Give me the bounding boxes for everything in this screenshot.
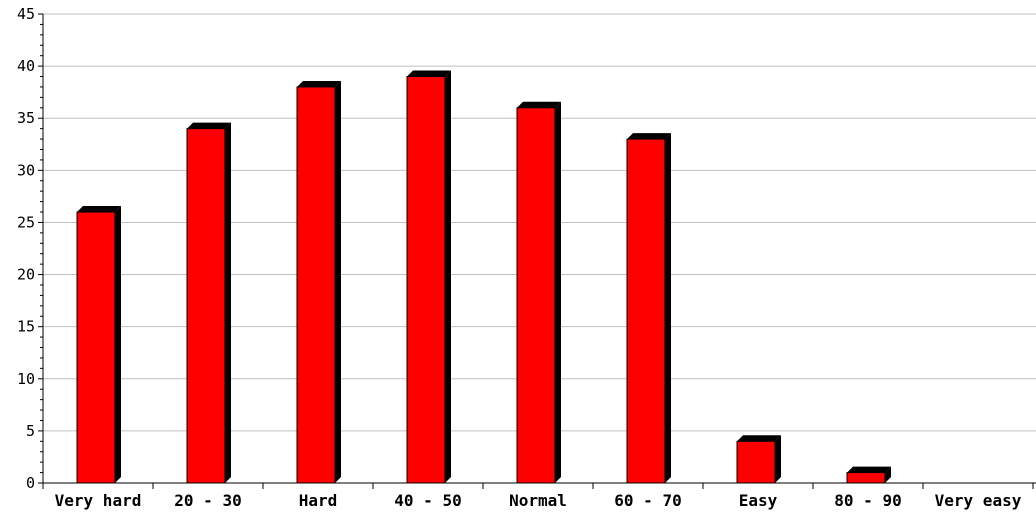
bars bbox=[76, 70, 891, 484]
bar-front bbox=[846, 472, 886, 484]
x-category-label: Very easy bbox=[935, 491, 1022, 510]
bar-side bbox=[885, 466, 891, 483]
x-category-label: 40 - 50 bbox=[394, 491, 461, 510]
x-category-label: 20 - 30 bbox=[174, 491, 241, 510]
bar-side bbox=[115, 206, 121, 483]
axes bbox=[42, 14, 1036, 484]
bar-side bbox=[665, 133, 671, 484]
bar-top bbox=[297, 80, 341, 87]
y-tick-label: 25 bbox=[17, 213, 35, 231]
bar-very-hard bbox=[76, 206, 121, 484]
bar-top bbox=[407, 70, 451, 77]
bar-20-30 bbox=[186, 122, 231, 484]
x-category-label: Hard bbox=[299, 491, 338, 510]
bar-front bbox=[516, 107, 556, 484]
bar-side bbox=[335, 80, 341, 483]
bar-normal bbox=[516, 101, 561, 484]
bar-top bbox=[847, 466, 891, 473]
bar-easy bbox=[736, 435, 781, 484]
bar-top bbox=[737, 435, 781, 442]
bar-front bbox=[406, 76, 446, 484]
bar-top bbox=[627, 133, 671, 140]
y-tick-label: 10 bbox=[17, 370, 35, 388]
y-tick-label: 20 bbox=[17, 266, 35, 284]
bar-top bbox=[187, 122, 231, 129]
x-category-label: Very hard bbox=[55, 491, 142, 510]
bar-front bbox=[296, 86, 336, 484]
bar-top bbox=[77, 206, 121, 213]
bar-side bbox=[555, 101, 561, 484]
bar-side bbox=[445, 70, 451, 484]
y-tick-label: 30 bbox=[17, 161, 35, 179]
bar-side bbox=[775, 435, 781, 483]
y-tick-label: 0 bbox=[26, 474, 35, 492]
bar-front bbox=[736, 440, 776, 484]
bar-hard bbox=[296, 80, 341, 484]
x-category-label: Easy bbox=[739, 491, 778, 510]
y-tick-label: 5 bbox=[26, 422, 35, 440]
x-category-label: 80 - 90 bbox=[834, 491, 901, 510]
x-axis-labels: Very hard 20 - 30 Hard 40 - 50 Normal 60 - 70… bbox=[42, 483, 1034, 510]
bar-front bbox=[186, 128, 226, 484]
bar-front bbox=[626, 138, 666, 484]
bar-40-50 bbox=[406, 70, 451, 484]
y-tick-label: 40 bbox=[17, 57, 35, 75]
y-tick-label: 15 bbox=[17, 318, 35, 336]
x-category-label: 60 - 70 bbox=[614, 491, 681, 510]
bar-top bbox=[517, 101, 561, 108]
bar-80-90 bbox=[846, 466, 891, 484]
bar-side bbox=[225, 122, 231, 484]
bar-60-70 bbox=[626, 133, 671, 484]
bar-front bbox=[76, 211, 116, 484]
y-axis-ticks: 0 5 10 15 20 25 30 35 40 45 bbox=[17, 5, 43, 492]
y-tick-label: 45 bbox=[17, 5, 35, 23]
x-category-label: Normal bbox=[509, 491, 567, 510]
y-tick-label: 35 bbox=[17, 109, 35, 127]
